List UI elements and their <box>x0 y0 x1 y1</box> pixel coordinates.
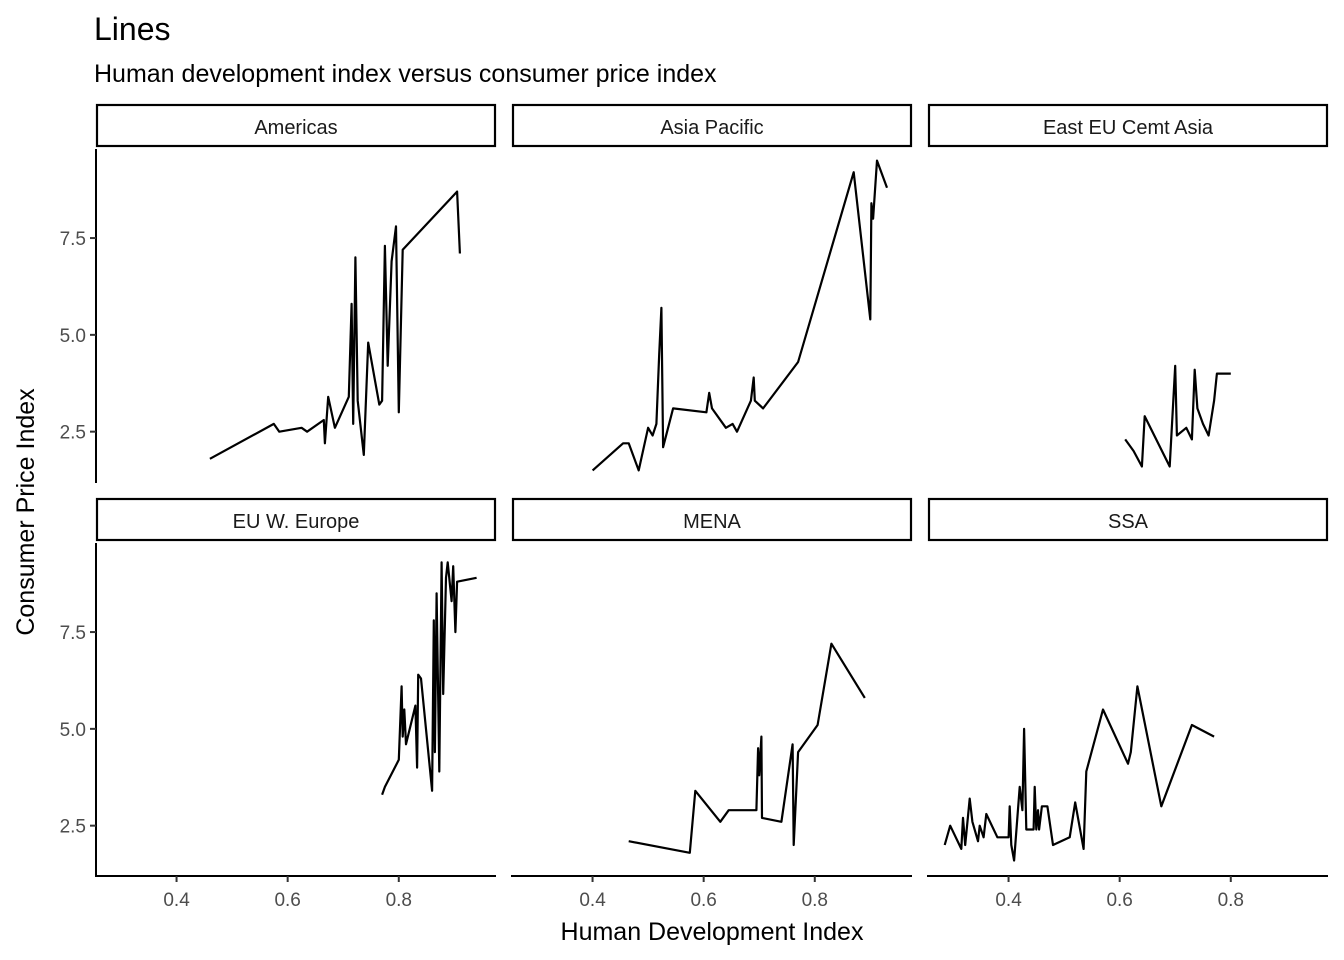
facet-strip <box>927 497 1329 542</box>
facet-strip-label: Americas <box>254 117 337 139</box>
x-tick-label: 0.6 <box>1106 890 1132 911</box>
x-tick-label: 0.4 <box>163 890 190 911</box>
x-tick-label: 0.6 <box>690 890 716 911</box>
facet-panel-americas: Americas 2.5 5.0 7.5 <box>60 103 497 483</box>
chart-subtitle: Human development index versus consumer … <box>94 60 717 88</box>
series-line-eu-w-europe <box>381 561 477 796</box>
facet-strip-label: EU W. Europe <box>233 511 360 533</box>
facet-panels: Americas 2.5 5.0 7.5 Asia Pacific East EU Cem… <box>60 103 1329 911</box>
x-tick-label: 0.8 <box>802 890 828 911</box>
x-tick-label: 0.8 <box>1218 890 1244 911</box>
series-line-americas <box>209 190 461 460</box>
y-tick-label: 5.0 <box>60 326 86 347</box>
facet-strip <box>95 103 497 148</box>
y-tick-label: 7.5 <box>60 623 86 644</box>
facet-strip-label: SSA <box>1108 511 1149 533</box>
facet-strip-label: MENA <box>683 511 741 533</box>
series-line-east-eu-cemt-asia <box>1124 364 1231 468</box>
facet-panel-mena: MENA 0.4 0.6 0.8 <box>511 497 913 911</box>
y-tick-label: 5.0 <box>60 720 86 741</box>
facet-strip <box>511 103 913 148</box>
facet-panel-asia-pacific: Asia Pacific <box>511 103 913 472</box>
series-line-mena <box>628 642 866 854</box>
facet-panel-east-eu-cemt-asia: East EU Cemt Asia <box>927 103 1329 468</box>
y-axis-title: Consumer Price Index <box>12 388 40 636</box>
facet-strip-label: Asia Pacific <box>660 117 763 139</box>
x-tick-label: 0.4 <box>579 890 606 911</box>
y-tick-label: 2.5 <box>60 423 86 444</box>
facet-panel-ssa: SSA 0.4 0.6 0.8 <box>927 497 1329 911</box>
x-axis-title: Human Development Index <box>561 918 864 946</box>
facet-strip <box>511 497 913 542</box>
series-line-ssa <box>943 685 1215 862</box>
y-tick-label: 7.5 <box>60 229 86 250</box>
y-tick-label: 2.5 <box>60 817 86 838</box>
facet-strip-label: East EU Cemt Asia <box>1043 117 1214 139</box>
x-tick-label: 0.4 <box>995 890 1022 911</box>
x-tick-label: 0.8 <box>386 890 412 911</box>
facet-strip <box>95 497 497 542</box>
facet-strip <box>927 103 1329 148</box>
chart-title: Lines <box>94 11 171 47</box>
facet-panel-eu-w-europe: EU W. Europe 2.5 5.0 7.5 0.4 0.6 0.8 <box>60 497 497 911</box>
series-line-asia-pacific <box>591 159 889 472</box>
x-tick-label: 0.6 <box>274 890 300 911</box>
